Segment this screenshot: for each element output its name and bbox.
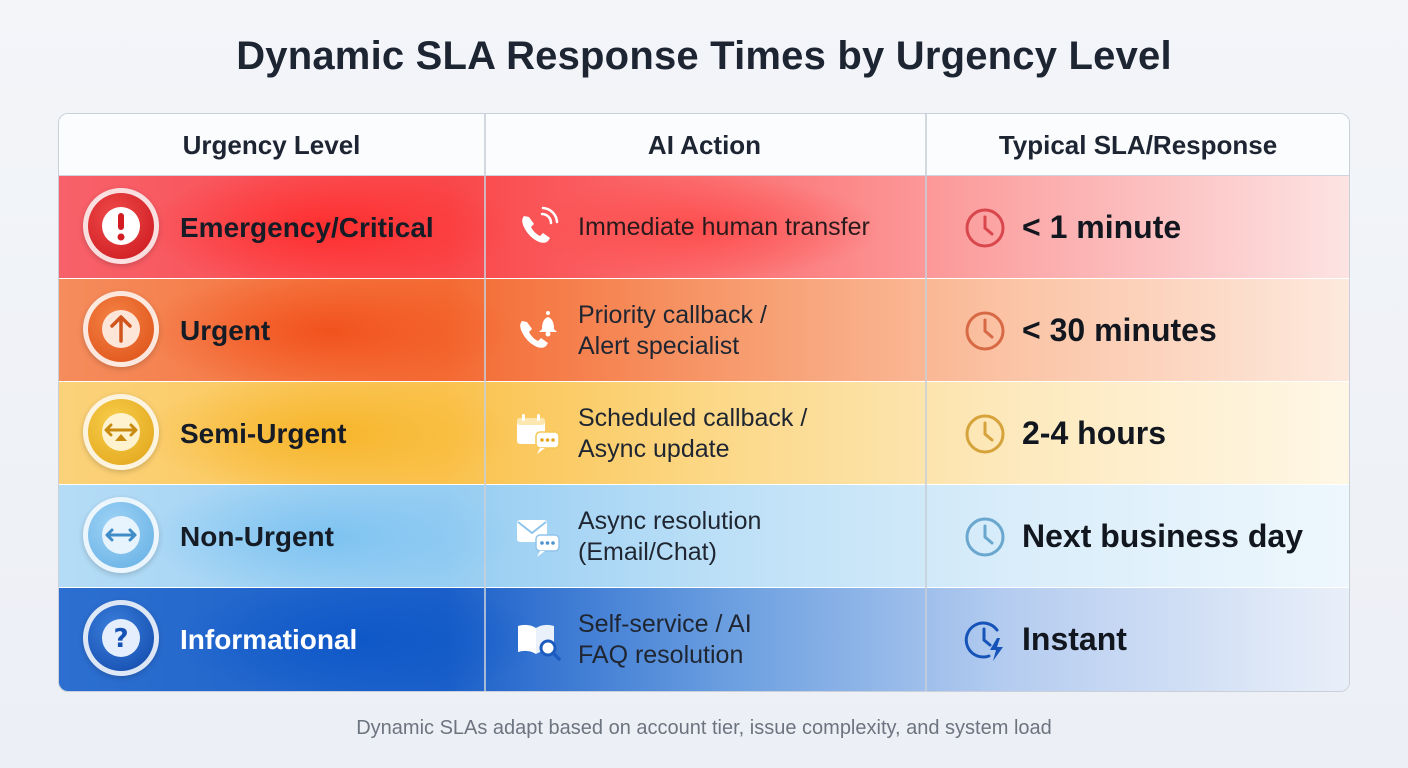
clock-icon bbox=[965, 208, 1005, 248]
sla-value: Next business day bbox=[1022, 518, 1303, 554]
exclamation-icon bbox=[83, 188, 159, 264]
arrow-up-icon bbox=[83, 291, 159, 367]
ai-action-text: Async resolution (Email/Chat) bbox=[578, 506, 762, 566]
clock-icon bbox=[965, 414, 1005, 454]
table-header: Urgency Level AI Action Typical SLA/Resp… bbox=[59, 114, 1349, 176]
book-search-icon bbox=[518, 624, 561, 661]
ai-action-text: Scheduled callback / Async update bbox=[578, 403, 808, 463]
email-chat-icon bbox=[517, 520, 560, 557]
phone-ringing-icon bbox=[522, 206, 559, 243]
urgency-level-label: Informational bbox=[180, 624, 358, 655]
footer-note: Dynamic SLAs adapt based on account tier… bbox=[356, 717, 1052, 739]
calendar-chat-icon bbox=[517, 414, 560, 454]
table-row-semi-urgent: Semi-Urgent Scheduled callback / Async up… bbox=[59, 382, 1349, 485]
table-row-urgent: Urgent Priority callback / Alert speciali… bbox=[59, 279, 1349, 382]
column-header-urgency: Urgency Level bbox=[182, 130, 361, 160]
sla-value: 2-4 hours bbox=[1022, 415, 1167, 451]
urgency-level-label: Urgent bbox=[180, 315, 271, 346]
ai-action-text: Immediate human transfer bbox=[578, 213, 870, 241]
table-row-non-urgent: Non-Urgent Async resolution (Email/Chat) … bbox=[59, 485, 1349, 588]
column-header-sla: Typical SLA/Response bbox=[998, 130, 1278, 160]
phone-bell-icon bbox=[520, 311, 557, 348]
clock-icon bbox=[965, 311, 1005, 351]
clock-bolt-icon bbox=[964, 621, 1003, 661]
urgency-level-label: Emergency/Critical bbox=[180, 212, 434, 243]
urgency-level-label: Semi-Urgent bbox=[180, 418, 347, 449]
clock-icon bbox=[965, 517, 1005, 557]
ai-action-text: Self-service / AI FAQ resolution bbox=[578, 609, 752, 669]
svg-text:?: ? bbox=[113, 624, 128, 654]
urgency-level-label: Non-Urgent bbox=[180, 521, 334, 552]
sla-table: Urgency Level AI Action Typical SLA/Resp… bbox=[58, 113, 1350, 692]
arrows-horizontal-icon bbox=[83, 394, 159, 470]
question-icon: ? bbox=[83, 600, 159, 676]
column-divider bbox=[484, 114, 486, 691]
page-title: Dynamic SLA Response Times by Urgency Le… bbox=[236, 34, 1172, 78]
table-row-informational: ? Informational Self-service / AI FAQ res… bbox=[59, 588, 1349, 691]
sla-value: < 1 minute bbox=[1022, 209, 1182, 245]
column-header-action: AI Action bbox=[647, 130, 762, 160]
column-divider bbox=[925, 114, 927, 691]
double-arrow-icon bbox=[83, 497, 159, 573]
sla-value: Instant bbox=[1022, 621, 1127, 657]
ai-action-text: Priority callback / Alert specialist bbox=[578, 300, 767, 360]
table-row-emergency: Emergency/Critical Immediate human trans… bbox=[59, 176, 1349, 279]
sla-value: < 30 minutes bbox=[1022, 312, 1217, 348]
